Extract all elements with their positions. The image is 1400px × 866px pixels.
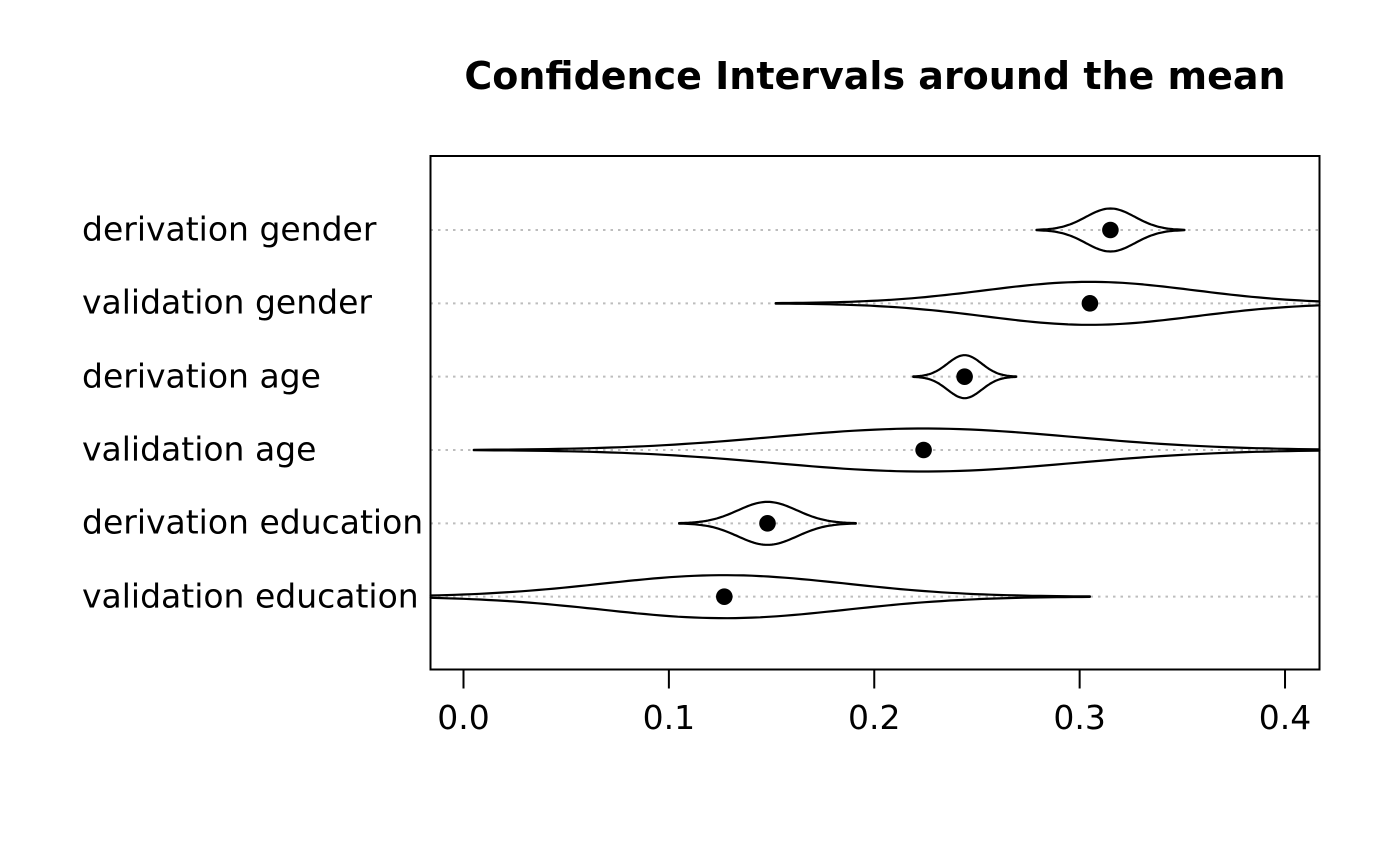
y-axis-label: derivation gender [82, 209, 377, 249]
y-axis-label: validation age [82, 429, 317, 469]
violin-upper-curve [1035, 207, 1186, 231]
violin-lower-curve [1035, 229, 1186, 253]
mean-dot [1081, 295, 1099, 312]
violin-lower-curve [774, 302, 1321, 326]
mean-dot [956, 368, 973, 385]
y-axis-label: derivation education [82, 503, 424, 543]
x-axis-tick-label: 0.2 [848, 698, 901, 737]
violin-lower-curve [912, 375, 1018, 400]
x-axis-tick-label: 0.3 [1053, 698, 1106, 737]
mean-dot [759, 515, 776, 532]
violin-upper-curve [472, 427, 1321, 451]
chart-title: Confidence Intervals around the mean [464, 54, 1286, 98]
y-axis-label: validation education [82, 576, 419, 616]
x-axis-tick-label: 0.4 [1258, 698, 1312, 737]
violin-upper-curve [774, 280, 1321, 305]
violin-upper-curve [912, 354, 1018, 378]
violin-lower-curve [678, 522, 857, 546]
y-axis-label: validation gender [82, 283, 372, 323]
y-axis-label: derivation age [82, 356, 321, 396]
violin-upper-curve [429, 574, 1091, 598]
mean-dot [1102, 221, 1119, 239]
violin-lower-curve [472, 449, 1321, 473]
mean-dot [915, 441, 932, 459]
x-axis-tick-label: 0.1 [642, 698, 696, 737]
violin-lower-curve [429, 595, 1091, 620]
violin-upper-curve [678, 500, 857, 525]
mean-dot [716, 588, 733, 605]
plot-border [429, 155, 1321, 671]
x-axis-tick-label: 0.0 [437, 698, 490, 737]
